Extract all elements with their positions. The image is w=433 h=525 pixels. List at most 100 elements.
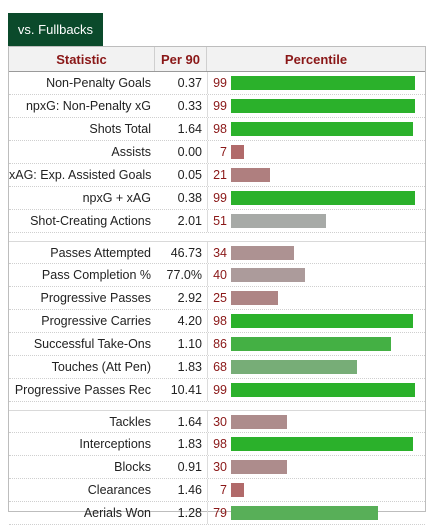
percentile-bar-cell — [231, 210, 425, 232]
per90-value: 0.33 — [177, 99, 202, 113]
per90-value: 1.46 — [177, 483, 202, 497]
table-body: Non-Penalty Goals 0.37 99 npxG: Non-Penalty… — [9, 72, 425, 525]
stat-name: Progressive Passes Rec — [14, 383, 151, 397]
stat-name: Passes Attempted — [50, 245, 151, 260]
header-statistic: Statistic — [9, 47, 155, 71]
stat-name: npxG: Non-Penalty xG — [25, 99, 151, 113]
percentile-bar-cell — [231, 333, 425, 355]
per90-value: 2.92 — [177, 291, 202, 305]
per90-value: 1.10 — [177, 337, 202, 351]
percentile-bar — [231, 314, 413, 328]
percentile-bar — [231, 291, 278, 305]
percentile-bar-cell — [231, 356, 425, 378]
table-row: npxG + xAG 0.38 99 — [9, 187, 425, 210]
percentile-bar-cell — [231, 264, 425, 286]
per90-value: 0.38 — [177, 191, 202, 205]
percentile-bar — [231, 245, 294, 260]
percentile-bar — [231, 414, 287, 429]
percentile-bar — [231, 268, 305, 282]
per90-value: 1.64 — [177, 122, 202, 136]
table-row: Progressive Carries 4.20 98 — [9, 310, 425, 333]
stat-name: Pass Completion % — [41, 268, 151, 282]
per90-value: 46.73 — [170, 245, 202, 260]
percentile-bar-cell — [231, 310, 425, 332]
stat-name: Blocks — [114, 460, 151, 474]
tab-vs-fullbacks[interactable]: vs. Fullbacks — [8, 13, 103, 46]
percentile-bar-cell — [231, 502, 425, 524]
percentile-value: 30 — [207, 411, 231, 432]
percentile-value: 7 — [207, 141, 231, 163]
stat-name: Clearances — [87, 483, 151, 497]
percentile-bar — [231, 337, 391, 351]
percentile-bar-cell — [231, 479, 425, 501]
per90-value: 0.91 — [177, 460, 202, 474]
percentile-bar-cell — [231, 141, 425, 163]
percentile-bar-cell — [231, 164, 425, 186]
stat-name: Shot-Creating Actions — [30, 214, 151, 228]
percentile-value: 99 — [207, 95, 231, 117]
percentile-value: 21 — [207, 164, 231, 186]
percentile-bar-cell — [231, 118, 425, 140]
percentile-bar — [231, 191, 415, 205]
percentile-value: 30 — [207, 456, 231, 478]
per90-value: 4.20 — [177, 314, 202, 328]
stat-name: Interceptions — [79, 437, 151, 451]
per90-value: 1.64 — [177, 414, 202, 429]
table-row: xAG: Exp. Assisted Goals 0.05 21 — [9, 164, 425, 187]
percentile-bar-cell — [231, 379, 425, 401]
table-row: Assists 0.00 7 — [9, 141, 425, 164]
percentile-bar — [231, 122, 413, 136]
table-header: Statistic Per 90 Percentile — [9, 47, 425, 72]
percentile-bar-cell — [231, 242, 425, 263]
header-percentile: Percentile — [284, 51, 348, 67]
table-row: npxG: Non-Penalty xG 0.33 99 — [9, 95, 425, 118]
percentile-value: 98 — [207, 310, 231, 332]
table-row: Aerials Won 1.28 79 — [9, 502, 425, 525]
percentile-bar — [231, 76, 415, 90]
table-row: Clearances 1.46 7 — [9, 479, 425, 502]
percentile-table: Statistic Per 90 Percentile Non-Penalty … — [8, 46, 426, 525]
stat-name: Assists — [111, 145, 151, 159]
stat-name: Aerials Won — [83, 506, 151, 520]
per90-value: 10.41 — [170, 383, 202, 397]
percentile-bar — [231, 460, 287, 474]
percentile-bar — [231, 506, 378, 520]
percentile-value: 98 — [207, 433, 231, 455]
table-row: Tackles 1.64 30 — [9, 410, 425, 433]
percentile-value: 99 — [207, 379, 231, 401]
percentile-value: 25 — [207, 287, 231, 309]
table-row: Touches (Att Pen) 1.83 68 — [9, 356, 425, 379]
stat-name: Tackles — [109, 414, 151, 429]
percentile-bar — [231, 145, 244, 159]
per90-value: 77.0% — [166, 268, 202, 282]
table-row: Pass Completion % 77.0% 40 — [9, 264, 425, 287]
per90-value: 1.28 — [177, 506, 202, 520]
stat-name: Progressive Passes — [40, 291, 151, 305]
stat-name: Shots Total — [89, 122, 151, 136]
percentile-value: 68 — [207, 356, 231, 378]
percentile-bar — [231, 437, 413, 451]
percentile-value: 99 — [207, 72, 231, 94]
percentile-value: 99 — [207, 187, 231, 209]
percentile-bar — [231, 99, 415, 113]
stat-name: Touches (Att Pen) — [51, 360, 151, 374]
per90-value: 0.05 — [177, 168, 202, 182]
stat-name: xAG: Exp. Assisted Goals — [9, 168, 152, 182]
per90-value: 1.83 — [177, 360, 202, 374]
percentile-value: 98 — [207, 118, 231, 140]
percentile-value: 86 — [207, 333, 231, 355]
percentile-bar-cell — [231, 95, 425, 117]
table-row: Non-Penalty Goals 0.37 99 — [9, 72, 425, 95]
stat-name: npxG + xAG — [82, 191, 151, 205]
per90-value: 0.37 — [177, 76, 202, 90]
stat-name: Successful Take-Ons — [33, 337, 151, 351]
stat-name: Progressive Carries — [41, 314, 151, 328]
per90-value: 0.00 — [177, 145, 202, 159]
table-row: Shot-Creating Actions 2.01 51 — [9, 210, 425, 233]
percentile-bar-cell — [231, 187, 425, 209]
percentile-bar — [231, 360, 357, 374]
table-row: Blocks 0.91 30 — [9, 456, 425, 479]
table-row: Passes Attempted 46.73 34 — [9, 241, 425, 264]
table-row: Progressive Passes Rec 10.41 99 — [9, 379, 425, 402]
percentile-value: 40 — [207, 264, 231, 286]
